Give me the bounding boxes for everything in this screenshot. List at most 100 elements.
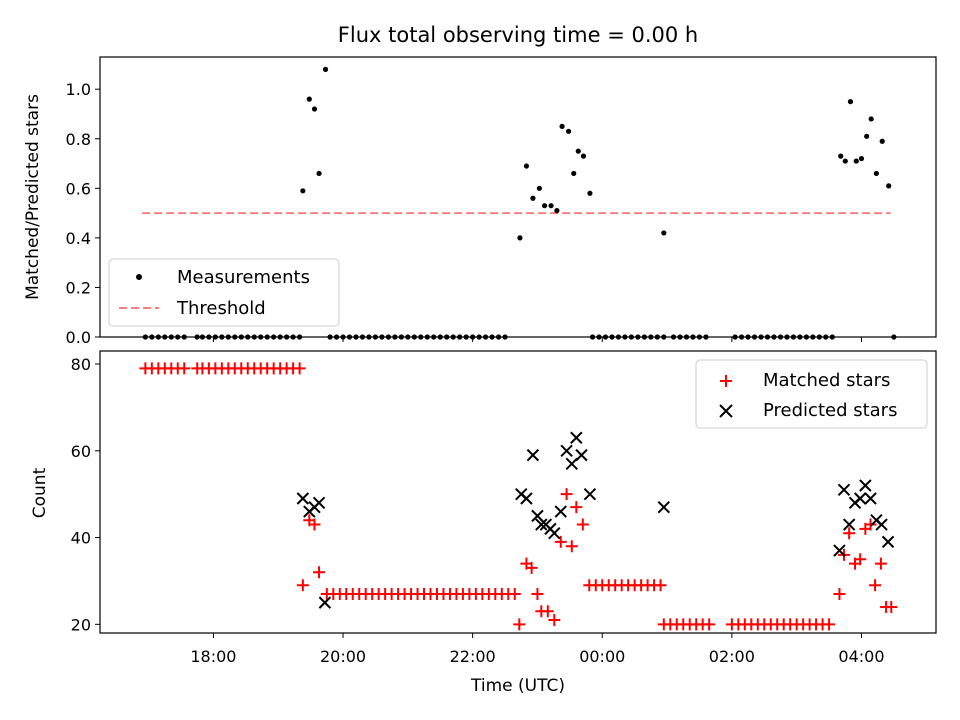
top-y-tick-label: 0.2 (66, 278, 91, 297)
bottom-ticks: 20 40 60 80 18:00 20:00 22:00 00:00 02:00 04:00 (71, 355, 885, 666)
matched-star-point (296, 579, 309, 592)
top-y-tick: 0.4 (66, 229, 100, 248)
top-y-tick-label: 1.0 (66, 80, 91, 99)
bottom-axes-frame (99, 350, 937, 634)
top-y-tick-label: 0.0 (66, 328, 91, 347)
measurement-point (858, 155, 865, 162)
predicted-star-point (526, 448, 540, 462)
bottom-y-tick: 60 (71, 442, 100, 461)
x-tick-label: 20:00 (320, 647, 366, 666)
measurement-point (554, 208, 560, 214)
bottom-x-tick: 00:00 (579, 633, 625, 666)
predicted-star-point (859, 479, 872, 492)
measurement-point (842, 158, 848, 164)
matched-star-point (703, 618, 716, 631)
matched-star-point (565, 540, 578, 553)
predicted-star-point (548, 527, 561, 540)
bottom-plot-area (139, 362, 898, 631)
measurement-point (864, 133, 870, 139)
measurement-point (530, 195, 536, 201)
bottom-x-tick: 04:00 (838, 633, 885, 666)
matched-star-point (869, 579, 882, 592)
bottom-x-tick: 18:00 (190, 633, 236, 666)
predicted-star-point (575, 448, 588, 462)
legend-measurements-marker (136, 274, 142, 280)
measurement-point (873, 170, 879, 177)
matched-star-point (313, 566, 326, 579)
measurement-point (541, 203, 548, 209)
predicted-star-point (837, 483, 851, 497)
measurement-point (587, 190, 593, 196)
bottom-x-tick: 02:00 (709, 633, 755, 666)
counts-panel: 20 40 60 80 18:00 20:00 22:00 00:00 02:00 04:00 C… (30, 350, 937, 696)
top-axes-frame (99, 56, 937, 338)
measurement-point (847, 99, 854, 105)
matched-star-point (654, 579, 667, 592)
matched-star-point (531, 587, 544, 600)
top-y-tick: 0.8 (66, 130, 100, 149)
x-tick-label: 22:00 (450, 647, 496, 666)
x-tick-label: 04:00 (838, 647, 884, 666)
predicted-star-point (570, 431, 583, 444)
predicted-star-point (560, 444, 573, 457)
legend-predicted-label: Predicted stars (763, 400, 897, 421)
predicted-star-point (583, 487, 597, 501)
measurement-point (571, 170, 577, 177)
predicted-star-point (565, 457, 578, 471)
measurement-point (300, 188, 306, 194)
matched-star-point (525, 561, 538, 574)
flux-ratio-panel: 0.0 0.2 0.4 0.6 0.8 1.0 Matched/Predicted sta… (23, 56, 937, 347)
matched-star-point (823, 618, 836, 631)
predicted-star-point (318, 596, 332, 609)
bottom-legend-box (695, 359, 928, 429)
measurement-point (565, 128, 572, 134)
measurement-point (580, 153, 587, 159)
measurement-point (559, 123, 565, 129)
top-y-tick: 0.2 (66, 278, 100, 297)
matched-star-point (541, 605, 554, 618)
bottom-y-tick-label: 60 (71, 442, 91, 461)
predicted-star-point (535, 518, 548, 531)
matched-star-point (508, 587, 521, 600)
matched-star-point (548, 613, 561, 626)
matched-star-point (560, 488, 573, 501)
x-axis-label: Time (UTC) (470, 676, 565, 696)
predicted-star-point (853, 492, 867, 505)
top-ticks: 0.0 0.2 0.4 0.6 0.8 1.0 (66, 80, 862, 347)
measurement-point (548, 203, 554, 209)
bottom-x-tick: 22:00 (450, 633, 496, 666)
measurement-point (523, 163, 530, 169)
bottom-legend: Matched stars Predicted stars (695, 359, 928, 429)
measurement-point (575, 148, 581, 154)
bottom-y-tick: 80 (71, 355, 100, 374)
legend-threshold-label: Threshold (176, 298, 266, 319)
top-y-tick: 0.0 (66, 328, 100, 347)
measurement-point (868, 116, 874, 122)
matched-star-point (874, 557, 887, 570)
predicted-star-point (520, 492, 533, 505)
measurement-point (661, 230, 667, 236)
matched-star-point (293, 362, 306, 375)
bottom-y-tick-label: 20 (71, 615, 91, 634)
x-tick-label: 18:00 (190, 647, 236, 666)
bottom-y-tick-label: 80 (71, 355, 91, 374)
matched-star-point (576, 518, 589, 531)
matched-star-point (843, 527, 856, 540)
matched-star-point (864, 518, 877, 531)
top-y-axis-label: Matched/Predicted stars (23, 94, 43, 300)
top-y-tick-label: 0.8 (66, 130, 91, 149)
measurement-point (316, 170, 322, 177)
top-y-tick-label: 0.4 (66, 229, 91, 248)
bottom-y-axis-label: Count (30, 467, 50, 518)
predicted-star-point (312, 496, 326, 510)
legend-predicted-marker (719, 404, 733, 418)
measurement-point (306, 96, 312, 102)
predicted-star-point (657, 500, 671, 514)
bottom-y-tick: 40 (71, 529, 100, 548)
measurement-point (853, 158, 859, 164)
top-y-tick: 0.6 (66, 179, 100, 198)
matched-star-point (570, 501, 583, 514)
legend-matched-label: Matched stars (763, 370, 890, 391)
predicted-star-point (875, 518, 888, 531)
